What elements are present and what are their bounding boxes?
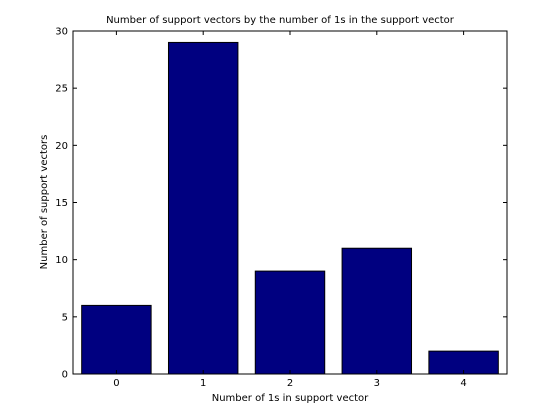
x-tick-label: 2 — [287, 378, 293, 389]
chart-title: Number of support vectors by the number … — [106, 15, 455, 26]
x-tick-label: 4 — [460, 378, 466, 389]
y-tick-label: 10 — [55, 255, 68, 266]
y-tick-label: 0 — [62, 370, 68, 381]
y-tick-label: 25 — [55, 84, 68, 95]
bar-3 — [341, 247, 413, 375]
x-tick-label: 0 — [113, 378, 119, 389]
bar-2 — [254, 270, 326, 375]
y-tick-label: 30 — [55, 27, 68, 38]
y-tick-label: 15 — [55, 198, 68, 209]
bar-0 — [81, 304, 152, 375]
x-tick-label: 1 — [200, 378, 206, 389]
x-tick-label: 3 — [374, 378, 380, 389]
y-tick-label: 5 — [62, 312, 68, 323]
y-axis-label: Number of support vectors — [39, 135, 50, 270]
x-axis-label: Number of 1s in support vector — [212, 393, 369, 404]
bar-1 — [167, 41, 239, 375]
y-tick-label: 20 — [55, 141, 68, 152]
